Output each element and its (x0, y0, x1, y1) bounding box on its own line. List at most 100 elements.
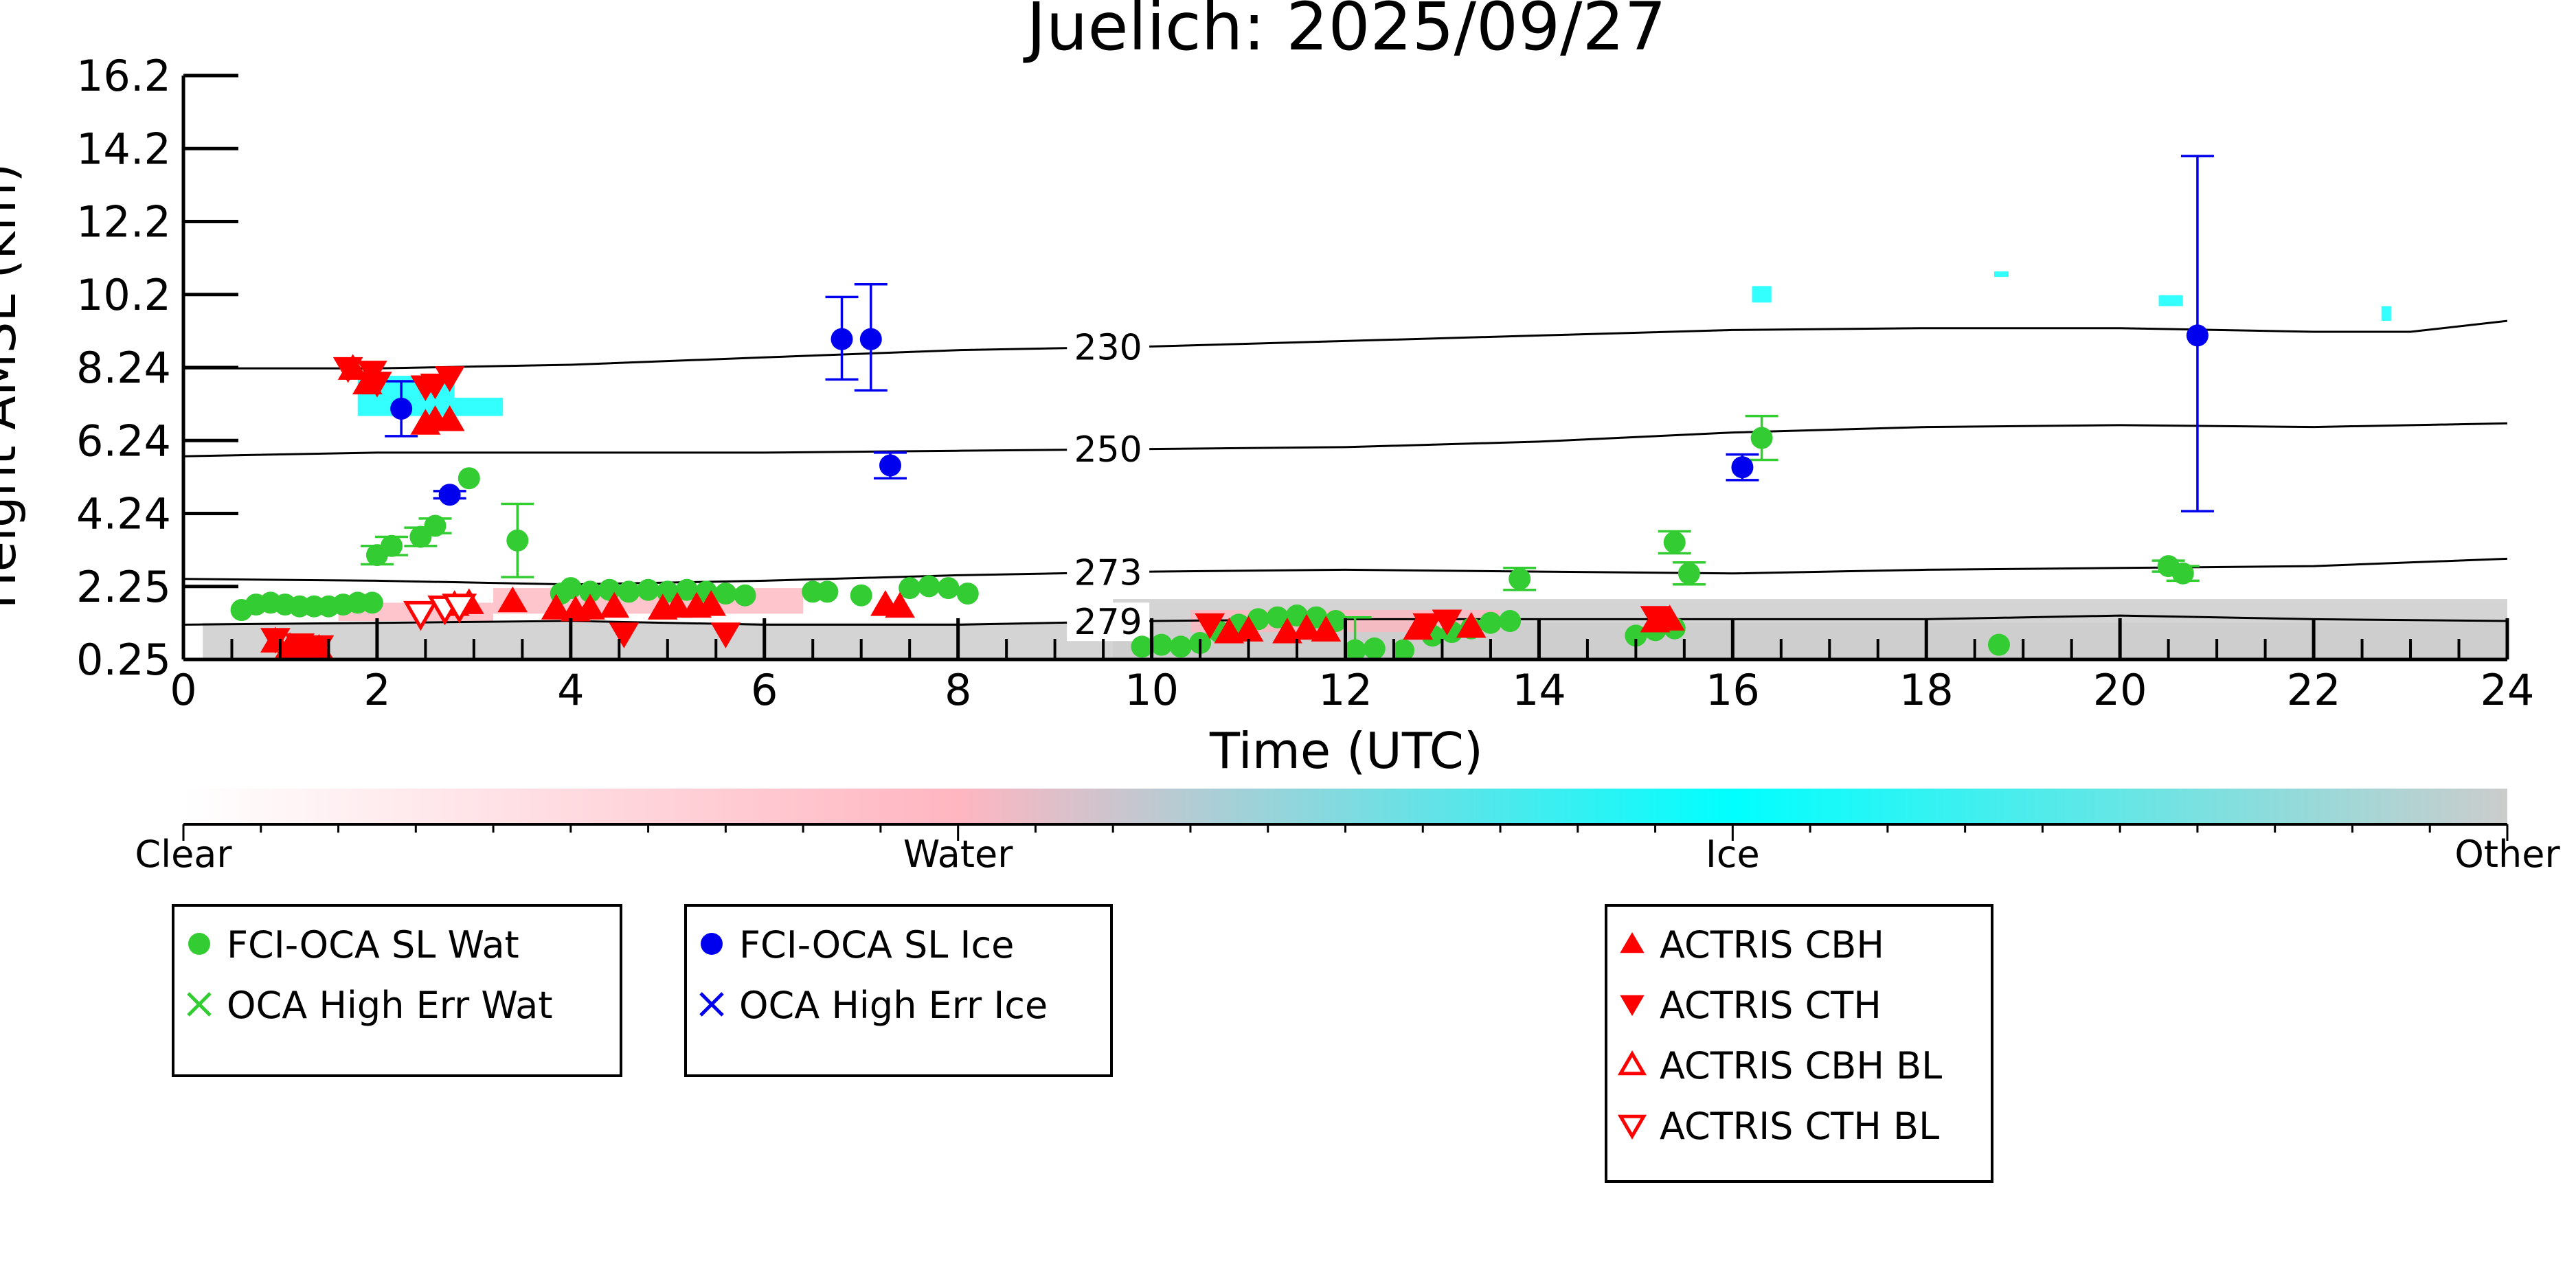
x-tick-label: 12 (1318, 665, 1372, 715)
data-point (879, 454, 901, 477)
data-point (956, 583, 979, 605)
colorbar-label-ice: Ice (1706, 833, 1760, 876)
data-point (1731, 456, 1754, 479)
x-tick-label: 4 (557, 665, 584, 715)
data-point (575, 594, 605, 620)
plot-inner: 230 250 273 279 (183, 155, 2507, 659)
legend-entry-fci-oca-sl-wat: FCI-OCA SL Wat (188, 923, 519, 967)
data-point (1266, 606, 1289, 629)
data-point (1150, 633, 1173, 656)
x-axis-title: Time (UTC) (1209, 722, 1483, 780)
legend-label: FCI-OCA SL Ice (739, 923, 1014, 967)
legend-ice: FCI-OCA SL Ice OCA High Err Ice (684, 904, 1113, 1077)
x-tick-label: 24 (2481, 665, 2535, 715)
legend-frame (684, 904, 1113, 1077)
data-point (618, 580, 640, 603)
legend-label: OCA High Err Wat (227, 984, 553, 1027)
x-stroke (699, 992, 724, 1017)
data-point (710, 622, 741, 648)
data-point (662, 591, 692, 618)
contour-line-230 (183, 319, 2507, 370)
contour-label-bg (1067, 553, 1150, 592)
mask-region-ice (2158, 295, 2183, 306)
contour-250: 250 (183, 422, 2507, 471)
data-point (859, 328, 882, 350)
y-tick-label: 12.2 (76, 197, 171, 247)
data-point (497, 586, 528, 613)
data-point (390, 397, 413, 420)
y-tick-label: 6.24 (76, 416, 171, 466)
data-point (420, 373, 451, 400)
data-point (1412, 613, 1443, 640)
legend-frame (172, 904, 622, 1077)
contour-label-bg (1067, 328, 1150, 367)
y-tick-label: 14.2 (76, 124, 171, 174)
legend-marker (699, 992, 724, 1017)
data-point (1169, 635, 1192, 658)
data-point (1456, 612, 1487, 638)
mask-region-ice (1752, 286, 1772, 303)
data-point (1344, 639, 1366, 659)
legend-label: ACTRIS CTH BL (1660, 1105, 1939, 1148)
data-point (885, 591, 915, 618)
contour-label-279: 279 (1074, 602, 1142, 643)
x-tick-label: 22 (2287, 665, 2341, 715)
x-tick-label: 10 (1125, 665, 1179, 715)
y-tick-label: 8.24 (76, 343, 171, 393)
data-point (361, 591, 383, 614)
x-stroke (187, 992, 212, 1017)
data-point (2171, 562, 2194, 585)
data-point (260, 628, 291, 654)
data-point (559, 577, 582, 600)
legend-entry-oca-high-err-ice: OCA High Err Ice (699, 984, 1048, 1027)
data-point (434, 366, 465, 392)
data-point (442, 594, 477, 624)
y-axis-title: Height AMSL (km) (0, 163, 27, 609)
data-point (506, 529, 529, 552)
y-tick-label: 2.25 (76, 562, 171, 612)
data-point (1987, 633, 2010, 656)
legend-label: OCA High Err Ice (739, 984, 1048, 1027)
data-point (1286, 605, 1309, 627)
data-point (541, 594, 572, 620)
data-point (381, 534, 403, 557)
legend-label: FCI-OCA SL Wat (227, 923, 519, 967)
series-fci-oca-sl-ice (385, 155, 2214, 512)
legend-entry-actris-cth: ACTRIS CTH (1620, 984, 1882, 1027)
data-point (438, 484, 461, 506)
data-point (579, 580, 602, 603)
data-point (1750, 427, 1773, 449)
data-point (831, 328, 853, 350)
contour-label-250: 250 (1074, 429, 1142, 471)
data-point (816, 580, 839, 603)
x-tick-label: 8 (945, 665, 971, 715)
legend-entry-actris-cbh: ACTRIS CBH (1620, 923, 1884, 967)
data-point (637, 578, 659, 601)
contour-label-bg (1067, 602, 1150, 642)
data-point (1392, 639, 1415, 659)
legend-actris: ACTRIS CBH ACTRIS CTH ACTRIS CBH BL ACTRIS … (1605, 904, 1993, 1183)
legend-marker (1620, 995, 1645, 1016)
data-point (362, 372, 392, 398)
legend-marker (1617, 1050, 1647, 1076)
legend-entry-actris-cbh-bl: ACTRIS CBH BL (1617, 1044, 1942, 1087)
mask-region-ice (454, 397, 504, 416)
legend-marker (187, 992, 212, 1017)
data-point (403, 600, 438, 631)
legend-frame (1605, 904, 1993, 1183)
x-tick-label: 18 (1899, 665, 1954, 715)
data-point (609, 622, 640, 648)
data-point (918, 575, 940, 598)
data-point (434, 405, 465, 431)
contour-line-250 (183, 422, 2507, 457)
plot-area: 230 250 273 279 (183, 155, 2507, 659)
colorbar: Clear Water Ice Other (135, 789, 2560, 876)
y-tick-label: 4.24 (76, 489, 171, 539)
colorbar-label-water: Water (903, 833, 1013, 876)
data-point (1479, 611, 1502, 634)
data-point (424, 515, 447, 537)
data-point (899, 577, 921, 600)
colorbar-label-clear: Clear (135, 833, 232, 876)
x-tick-label: 2 (363, 665, 390, 715)
